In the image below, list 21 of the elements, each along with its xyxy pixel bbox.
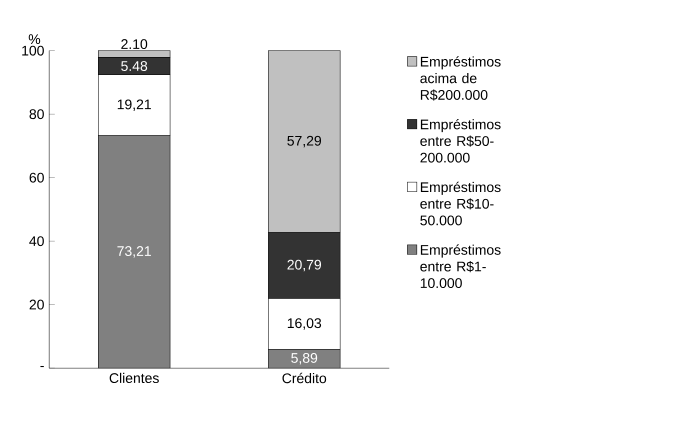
y-tick-label: - — [40, 366, 44, 368]
data-label: 19,21 — [118, 99, 151, 111]
y-tick-label: 100 — [22, 46, 44, 56]
legend-label: Empréstimos entre R$10-50.000 — [420, 182, 501, 226]
y-tick-label: 40 — [29, 236, 44, 246]
data-label: 5,89 — [291, 353, 318, 365]
legend-label: Empréstimos entre R$50-200.000 — [420, 118, 501, 163]
y-tick-label: 80 — [30, 109, 44, 120]
y-tick-label: 60 — [30, 172, 44, 183]
x-tick-label: Clientes — [110, 372, 159, 384]
data-label: 16,03 — [288, 318, 322, 330]
x-tick-label: Crédito — [282, 372, 326, 384]
data-label: 73,21 — [117, 246, 151, 258]
y-axis-title: % — [28, 34, 40, 44]
legend-label: Empréstimos entre R$1-10.000 — [420, 244, 501, 288]
y-tick-label: 20 — [30, 300, 44, 310]
legend-label: Empréstimos acima de R$200.000 — [420, 56, 501, 101]
data-label: 57,29 — [287, 136, 322, 148]
data-label: 5.48 — [121, 61, 148, 71]
data-label: 2.10 — [121, 39, 148, 50]
data-label: 20,79 — [288, 260, 322, 272]
